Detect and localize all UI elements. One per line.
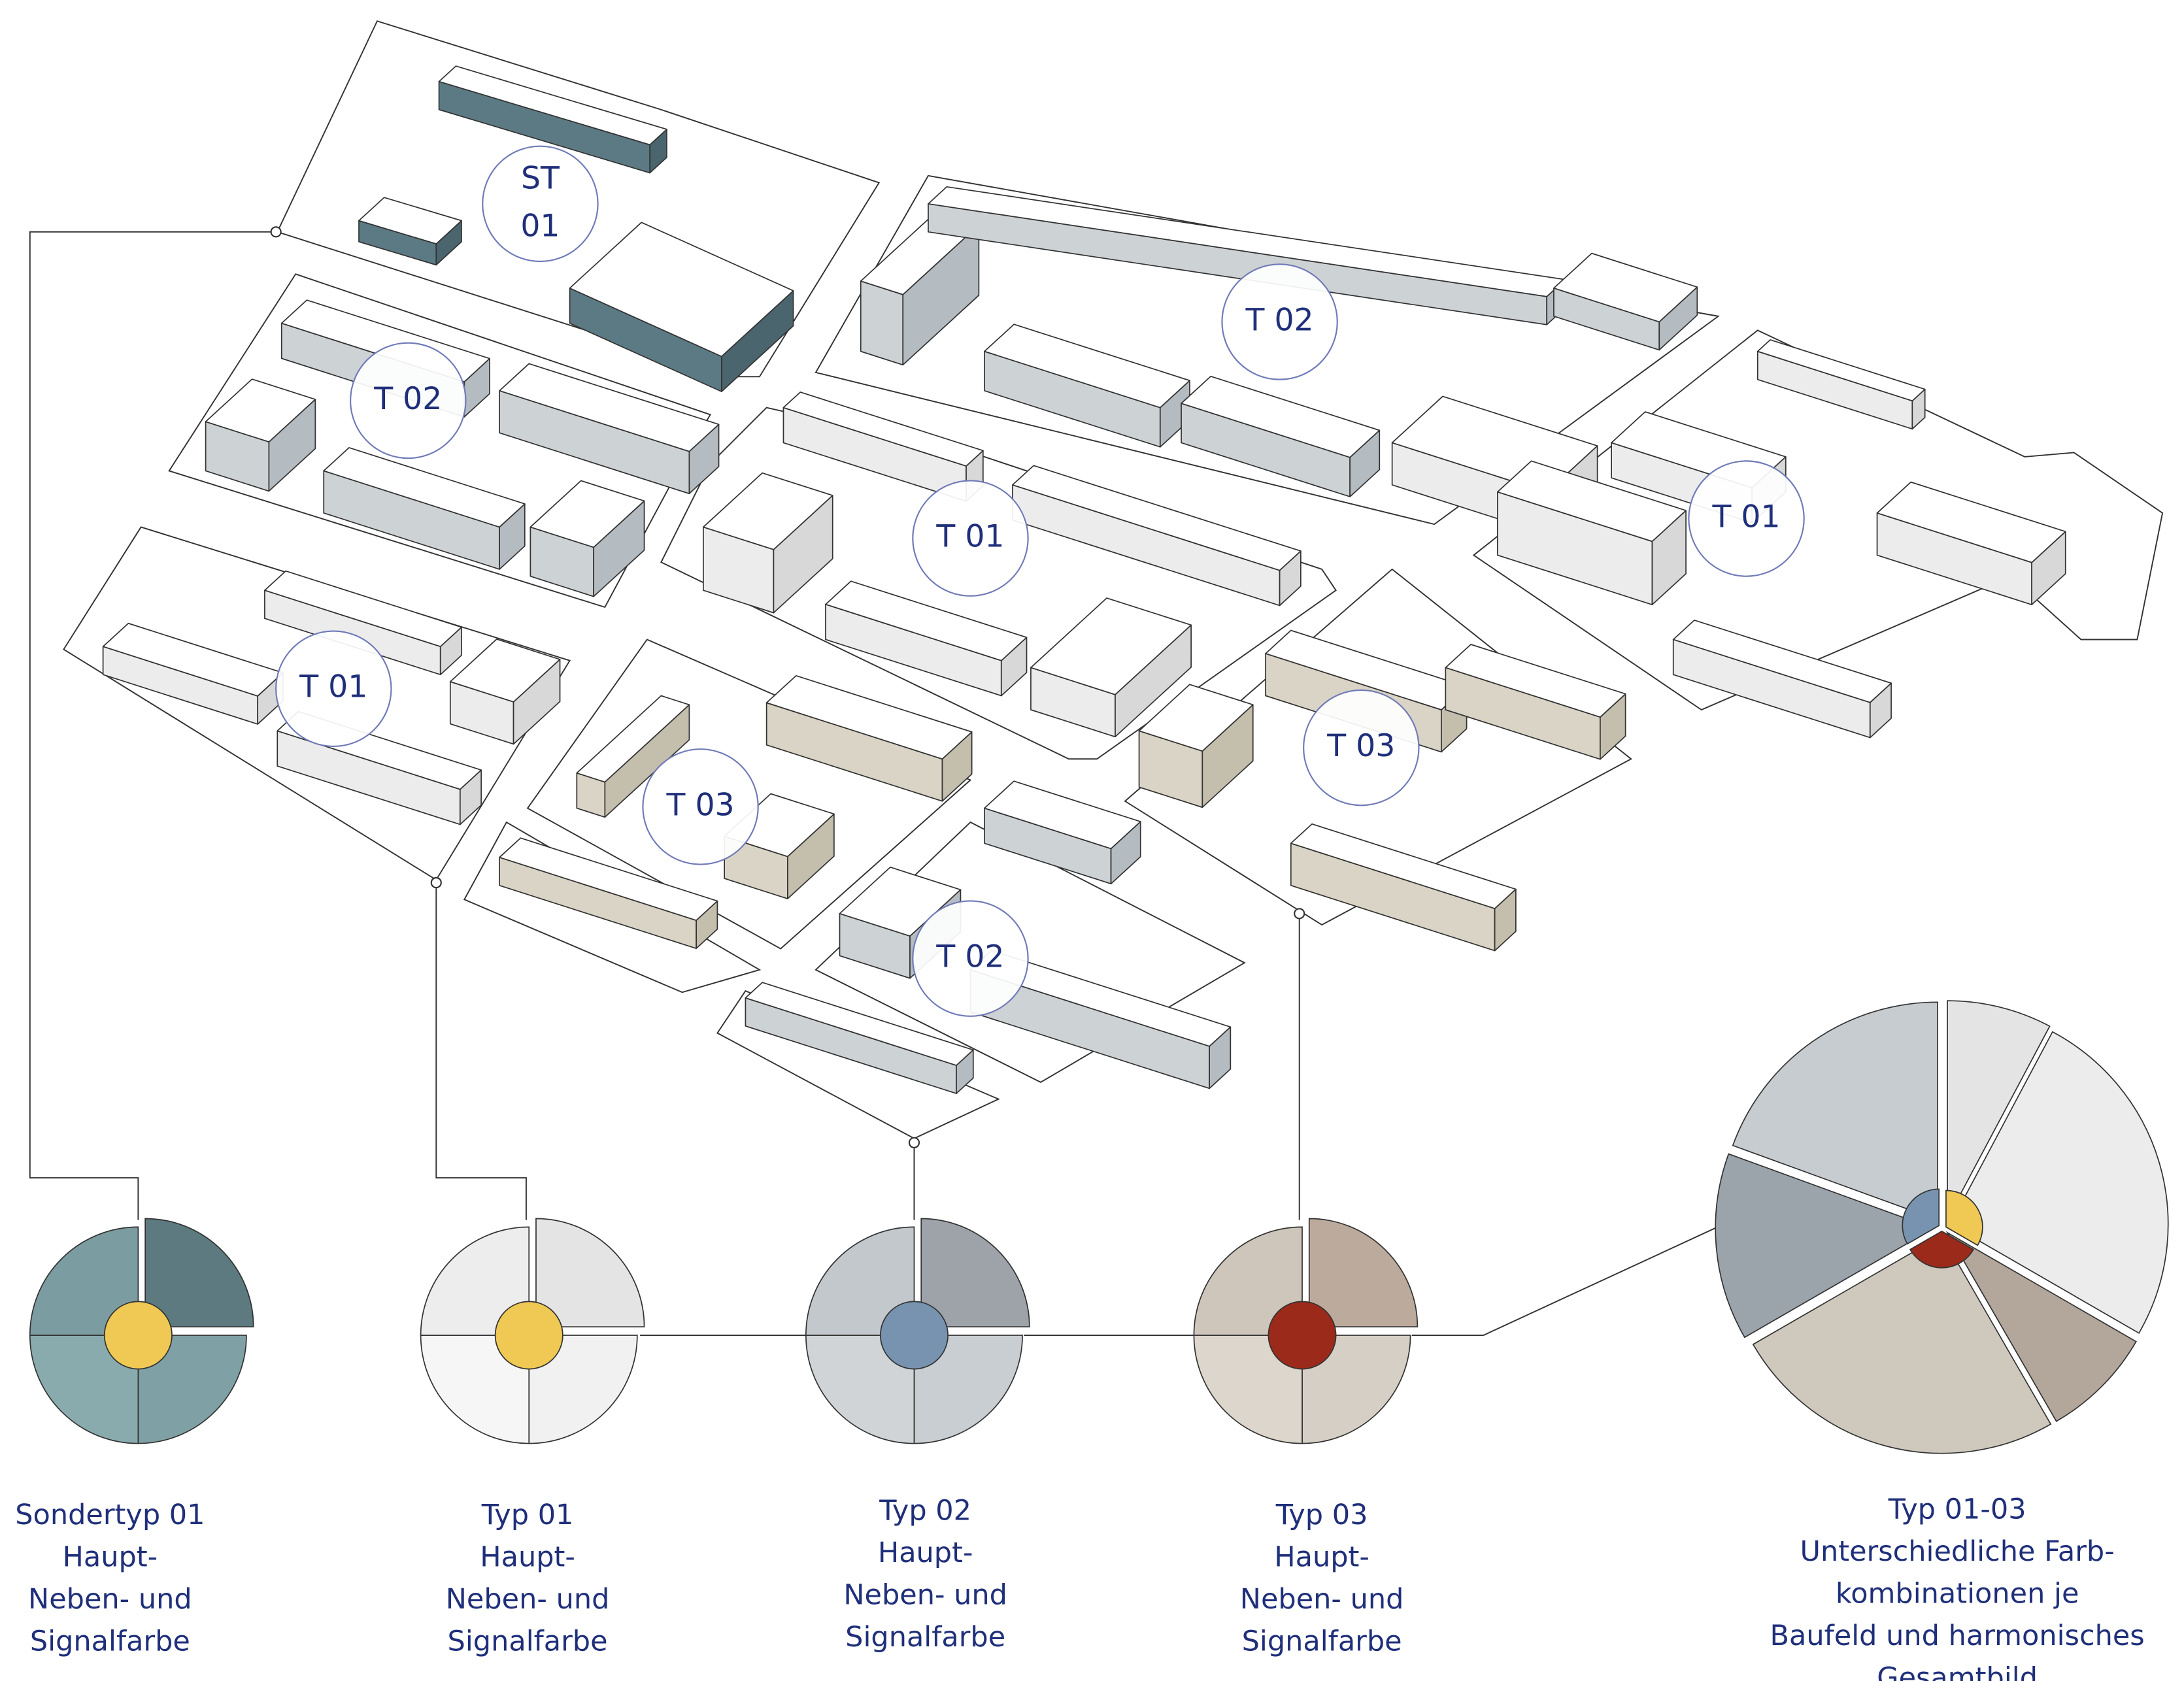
- wheel-center: [881, 1301, 948, 1369]
- building: [1445, 644, 1625, 759]
- building: [1673, 620, 1891, 738]
- color-wheels: [30, 1001, 2168, 1453]
- dot: [431, 878, 441, 888]
- building: [1758, 340, 1925, 429]
- type-label: T 01: [299, 669, 367, 705]
- caption-line: Unterschiedliche Farb-: [1800, 1535, 2115, 1568]
- caption-line: Haupt-: [1274, 1540, 1369, 1573]
- wheel-center: [105, 1301, 172, 1369]
- caption-line: Gesamtbild: [1877, 1661, 2038, 1681]
- buildings: [103, 66, 2066, 1093]
- caption-line: Typ 01: [481, 1499, 574, 1531]
- building: [1877, 482, 2066, 605]
- caption-line: Haupt-: [878, 1537, 973, 1569]
- building: [450, 639, 560, 744]
- wheel-center: [1268, 1301, 1336, 1369]
- building: [1554, 254, 1697, 350]
- building: [1291, 824, 1516, 951]
- caption-line: Sondertyp 01: [15, 1499, 205, 1531]
- dot: [271, 227, 281, 237]
- caption-line: Neben- und: [843, 1578, 1007, 1611]
- caption-line: Baufeld und harmonisches: [1770, 1620, 2145, 1652]
- type-label: T 03: [1326, 728, 1395, 764]
- connector: [30, 232, 276, 1220]
- caption-line: Typ 01-03: [1888, 1493, 2026, 1525]
- building: [1181, 376, 1379, 497]
- caption-line: Typ 03: [1275, 1499, 1368, 1531]
- building: [359, 197, 462, 265]
- building: [984, 781, 1141, 884]
- captions: Sondertyp 01 Haupt- Neben- und Signalfarbe T…: [15, 1493, 2144, 1681]
- building: [984, 324, 1190, 447]
- site-lots: [63, 21, 2162, 1139]
- site-diagram: ST 01 T 02 T 02 T 01 T 01 T 01 T 03 T 03 T 02 Son…: [0, 0, 2184, 1681]
- building: [530, 480, 644, 596]
- building: [826, 581, 1027, 695]
- caption-line: Signalfarbe: [1242, 1625, 1402, 1657]
- type-label: T 02: [1245, 302, 1314, 338]
- wheel-center: [496, 1301, 563, 1369]
- type-label: T 03: [666, 787, 735, 823]
- building: [1139, 684, 1253, 807]
- type-label: T 02: [373, 381, 442, 417]
- type-label: T 02: [935, 939, 1004, 975]
- dot: [1294, 908, 1304, 918]
- caption-line: kombinationen je: [1836, 1577, 2079, 1610]
- caption-line: Neben- und: [1240, 1583, 1404, 1616]
- caption-line: Neben- und: [446, 1583, 610, 1616]
- caption-line: Signalfarbe: [448, 1625, 608, 1657]
- connector: [1412, 1223, 1727, 1335]
- type-label: T 01: [1712, 499, 1781, 535]
- building: [103, 624, 283, 724]
- caption-line: Typ 02: [879, 1494, 971, 1527]
- caption-line: Signalfarbe: [845, 1621, 1005, 1654]
- type-label: T 01: [935, 519, 1004, 555]
- building: [206, 379, 316, 491]
- page: {"map":{"labels":[ {"lines":["ST","01"]}…: [0, 0, 2184, 1681]
- building: [1013, 465, 1301, 605]
- type-label: ST: [521, 160, 560, 196]
- building: [570, 222, 794, 391]
- caption-line: Signalfarbe: [30, 1625, 190, 1657]
- building: [767, 676, 972, 801]
- building: [703, 473, 833, 613]
- dot: [909, 1138, 919, 1148]
- building-front: [861, 281, 903, 365]
- type-label: 01: [520, 208, 560, 244]
- caption-line: Haupt-: [63, 1540, 158, 1573]
- caption-line: Haupt-: [480, 1540, 575, 1573]
- caption-line: Neben- und: [28, 1583, 192, 1616]
- building: [499, 363, 718, 493]
- connector: [436, 883, 526, 1220]
